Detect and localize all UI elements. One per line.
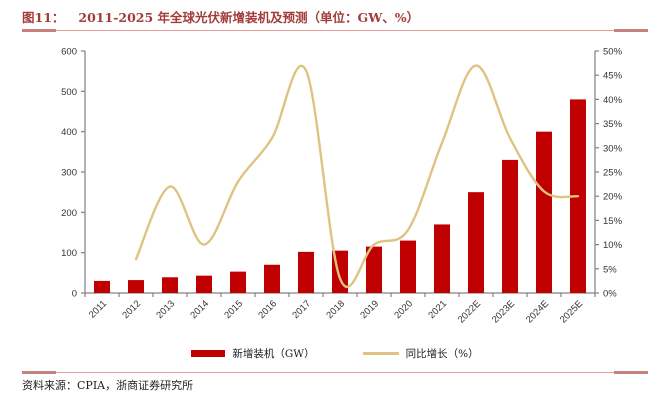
svg-text:2012: 2012	[120, 298, 143, 321]
svg-text:15%: 15%	[603, 216, 623, 227]
figure-header: 图11： 2011-2025 年全球光伏新增装机及预测（单位：GW、%）	[22, 7, 648, 26]
svg-text:200: 200	[61, 208, 77, 219]
svg-text:600: 600	[61, 47, 77, 58]
svg-text:300: 300	[61, 168, 77, 179]
chart-area: 0 100 200 300 400 500 600 0% 5% 10% 15% 20% 25% 30% 35…	[61, 47, 623, 326]
line-swatch-icon	[362, 352, 399, 355]
svg-text:2016: 2016	[256, 298, 279, 321]
header-divider	[22, 29, 648, 32]
svg-text:2023E: 2023E	[490, 298, 517, 325]
svg-text:35%: 35%	[603, 119, 623, 130]
source-note: 资料来源：CPIA，浙商证券研究所	[22, 377, 193, 393]
svg-text:40%: 40%	[603, 95, 623, 106]
svg-text:45%: 45%	[603, 71, 623, 82]
footer-divider	[22, 371, 648, 374]
legend-item-line: 同比增长（%）	[362, 346, 479, 361]
legend-item-bars: 新增装机（GW）	[191, 346, 315, 361]
svg-text:30%: 30%	[603, 143, 623, 154]
svg-text:25%: 25%	[603, 168, 623, 179]
chart-legend: 新增装机（GW） 同比增长（%）	[0, 346, 670, 361]
svg-text:2025E: 2025E	[558, 298, 585, 325]
svg-text:10%: 10%	[603, 240, 623, 251]
svg-text:2011: 2011	[87, 298, 109, 320]
bar-swatch-icon	[191, 350, 226, 357]
svg-text:2024E: 2024E	[524, 298, 551, 325]
svg-text:5%: 5%	[603, 264, 617, 275]
svg-text:2022E: 2022E	[456, 298, 483, 325]
svg-text:500: 500	[61, 87, 77, 98]
svg-text:2017: 2017	[290, 298, 313, 321]
legend-label-line: 同比增长（%）	[405, 348, 479, 360]
svg-text:2013: 2013	[154, 298, 177, 321]
svg-text:2018: 2018	[324, 298, 347, 321]
svg-text:20%: 20%	[603, 192, 623, 203]
svg-text:2015: 2015	[222, 298, 245, 321]
bar-line-chart: 0 100 200 300 400 500 600 0% 5% 10% 15% 20% 25% 30% 35…	[61, 47, 623, 326]
legend-label-bars: 新增装机（GW）	[232, 348, 315, 360]
figure-title: 2011-2025 年全球光伏新增装机及预测（单位：GW、%）	[78, 10, 420, 25]
figure-number: 图11：	[22, 10, 65, 25]
svg-text:50%: 50%	[603, 47, 623, 58]
svg-text:0: 0	[72, 289, 77, 300]
svg-text:0%: 0%	[603, 289, 617, 300]
svg-text:100: 100	[61, 248, 77, 259]
svg-text:400: 400	[61, 127, 77, 138]
svg-text:2014: 2014	[188, 298, 211, 321]
svg-text:2020: 2020	[392, 298, 415, 321]
svg-text:2019: 2019	[358, 298, 381, 321]
svg-text:2021: 2021	[426, 298, 449, 321]
source-text: CPIA，浙商证券研究所	[77, 379, 194, 392]
source-label: 资料来源：	[22, 379, 77, 392]
